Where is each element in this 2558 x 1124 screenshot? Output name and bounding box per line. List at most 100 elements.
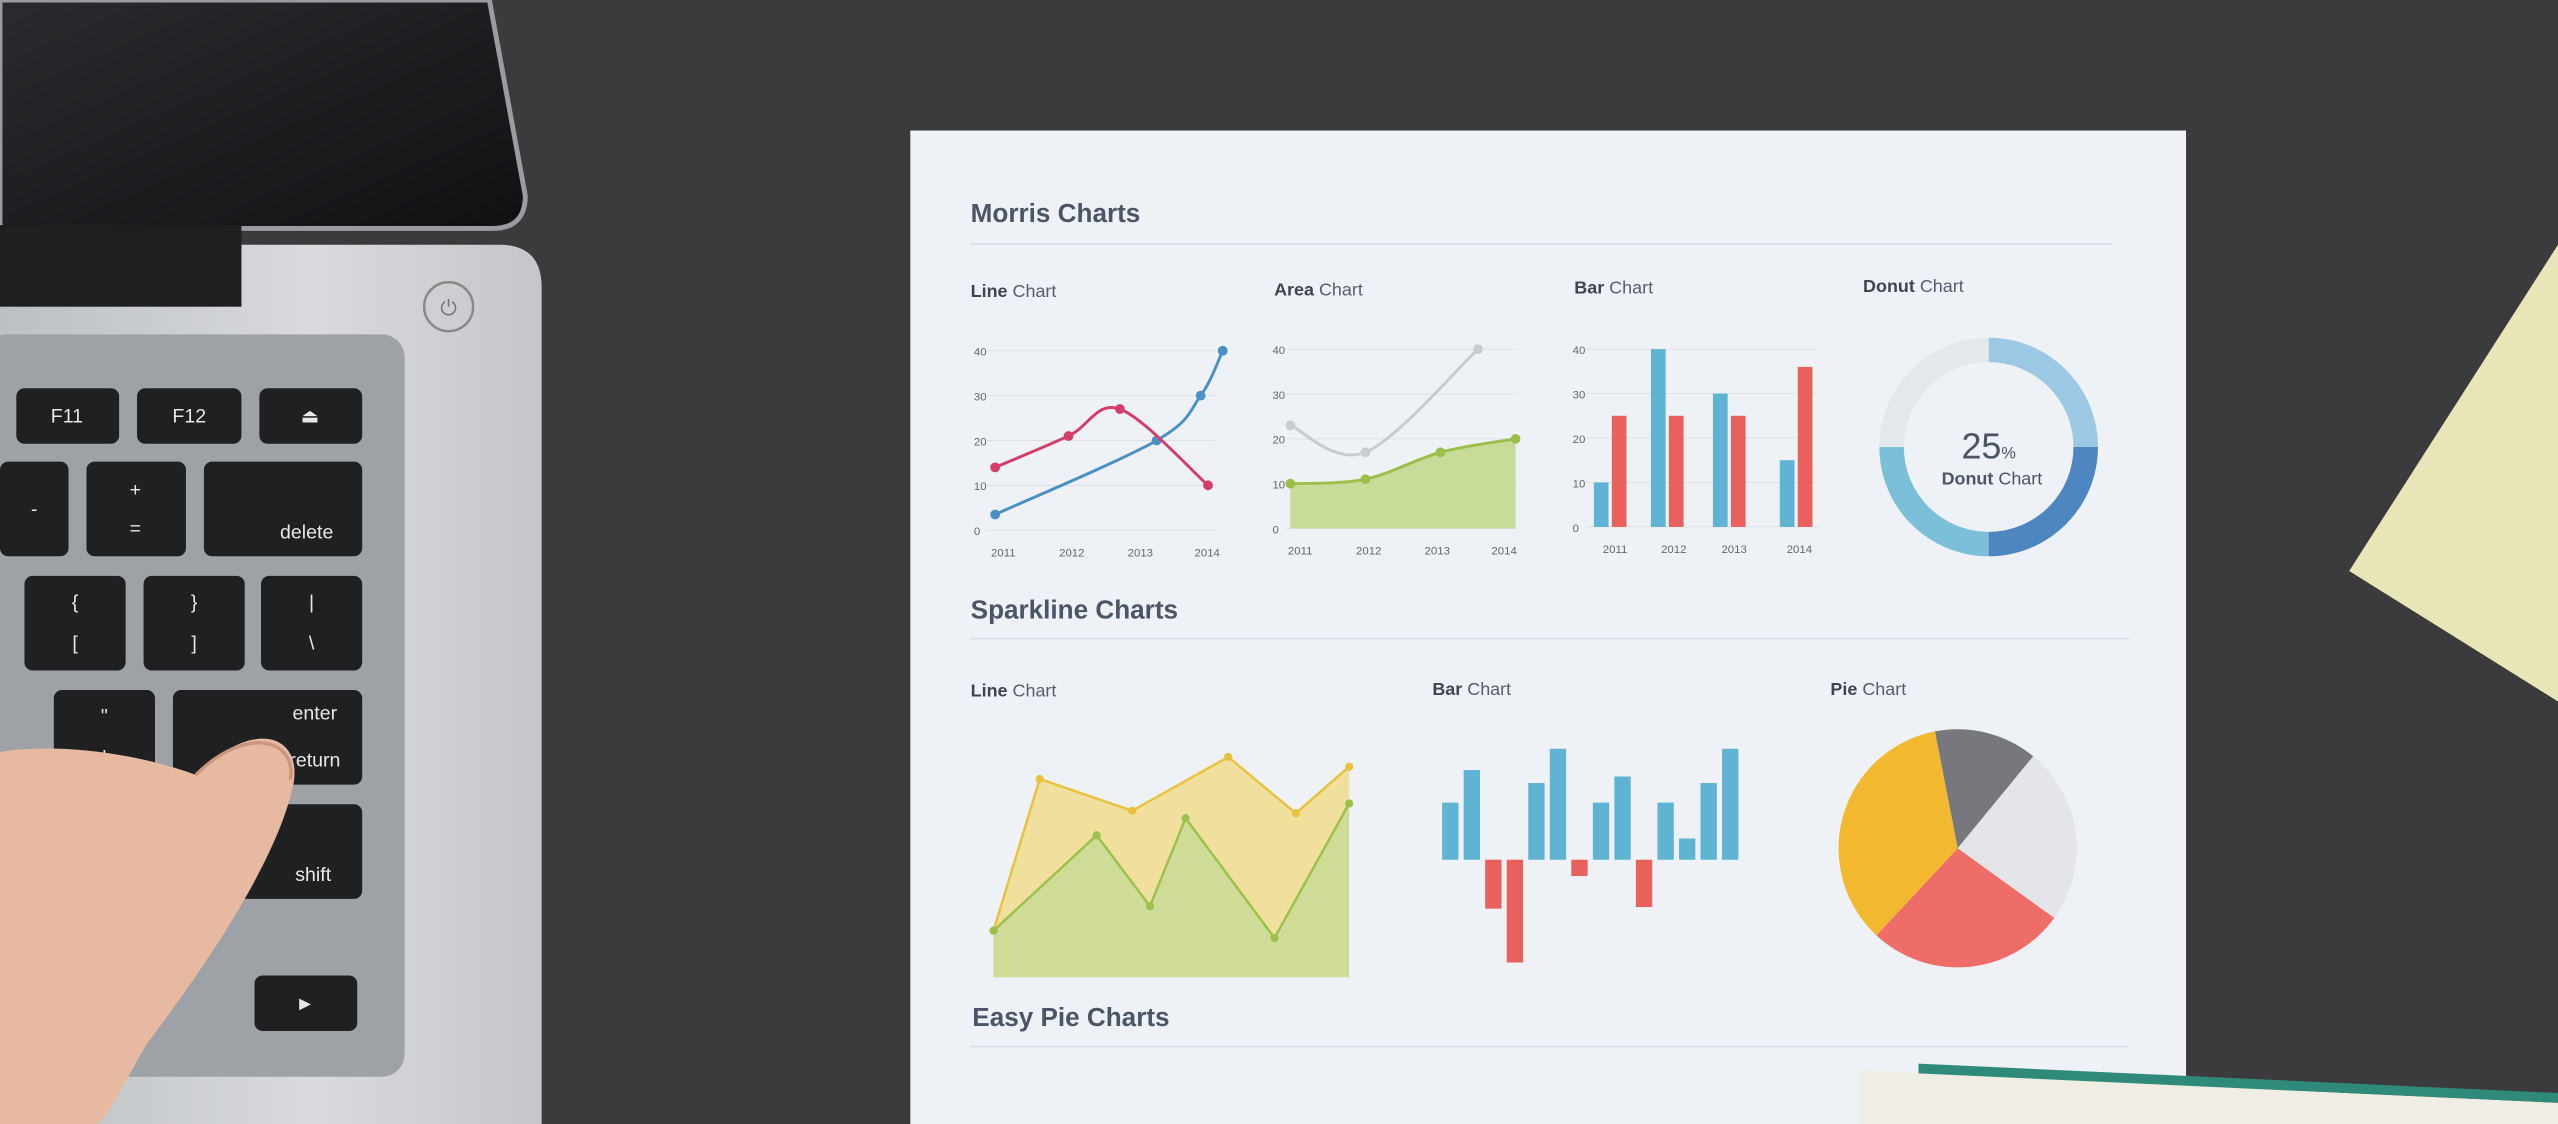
y-tick-label: 10 <box>974 481 987 493</box>
donut-center-value: 25% <box>1961 426 2015 466</box>
key-label: ] <box>191 632 196 654</box>
x-tick-label: 2014 <box>1491 546 1517 558</box>
chart-title-bold: Bar <box>1574 278 1604 298</box>
chart-title-rest: Chart <box>1862 679 1906 699</box>
key-delete[interactable]: delete <box>203 461 363 557</box>
bar <box>1679 838 1696 860</box>
x-tick-label: 2012 <box>1661 544 1686 556</box>
y-tick-label: 0 <box>974 526 980 538</box>
donut-value: 25 <box>1961 426 2001 466</box>
donut-segment <box>1879 337 1989 447</box>
x-tick-label: 2013 <box>1128 547 1153 559</box>
key-bracket-right[interactable]: }] <box>143 575 245 671</box>
series-line <box>1290 437 1516 486</box>
key-label: return <box>289 750 340 772</box>
x-tick-label: 2013 <box>1425 546 1450 558</box>
series-line <box>992 802 1351 941</box>
y-tick-label: 30 <box>1573 389 1586 401</box>
key-equals[interactable]: += <box>86 461 186 557</box>
x-tick-label: 2013 <box>1721 544 1746 556</box>
arrow-right-icon: ► <box>295 993 314 1015</box>
chart-title-bold: Bar <box>1432 679 1462 699</box>
bar <box>1485 859 1502 909</box>
key-backslash[interactable]: |\ <box>261 575 363 671</box>
key-label: delete <box>280 521 333 543</box>
bar <box>1779 460 1795 527</box>
data-point <box>1203 480 1213 491</box>
divider <box>970 1045 2129 1048</box>
chart-title-rest: Chart <box>1920 276 1964 296</box>
data-point <box>1345 762 1354 771</box>
chart-title-rest: Chart <box>1467 679 1511 699</box>
donut-segment <box>1988 446 2098 557</box>
donut-label-bold: Donut <box>1942 469 1994 489</box>
y-tick-label: 10 <box>1573 478 1586 490</box>
chart-title-bold: Line <box>971 681 1008 701</box>
data-point <box>1360 474 1371 485</box>
key-bracket-left[interactable]: {[ <box>24 575 126 671</box>
x-tick-label: 2014 <box>1195 547 1221 559</box>
laptop-hinge <box>0 225 242 307</box>
chart-title: Bar Chart <box>1432 679 1511 699</box>
key-label: = <box>130 518 141 540</box>
bar <box>1528 783 1545 860</box>
key-eject[interactable]: ⏏ <box>259 388 363 444</box>
chart-title-bold: Area <box>1274 279 1315 299</box>
bar <box>1650 349 1666 527</box>
bar <box>1722 748 1739 860</box>
key-label: \ <box>309 632 315 654</box>
donut-segment <box>1988 337 2098 447</box>
notebook <box>1859 1063 2558 1124</box>
donut-segment <box>1879 446 1989 557</box>
x-tick-label: 2011 <box>1288 546 1313 558</box>
power-button-icon[interactable]: ⏻ <box>422 281 475 333</box>
data-point <box>1285 420 1296 431</box>
pie-slice <box>1876 848 2055 968</box>
chart-title: Line Chart <box>971 681 1057 701</box>
data-point <box>1145 902 1155 911</box>
x-tick-label: 2012 <box>1356 546 1381 558</box>
hand <box>0 738 295 1124</box>
area-fill <box>1290 438 1516 529</box>
bar <box>1668 415 1684 527</box>
key-label: F11 <box>51 406 83 428</box>
bar <box>1614 776 1631 860</box>
key-arrow-right[interactable]: ► <box>254 975 358 1032</box>
data-point <box>1063 431 1074 441</box>
data-point <box>1291 809 1300 818</box>
chart-title-rest: Chart <box>1319 279 1363 299</box>
data-point <box>990 462 1001 473</box>
y-tick-label: 20 <box>1272 435 1285 447</box>
key-minus[interactable]: - <box>0 461 69 557</box>
section-title-morris: Morris Charts <box>971 198 1141 228</box>
bar <box>1611 415 1627 527</box>
bar <box>1712 393 1728 527</box>
divider <box>970 243 2113 245</box>
key-label: shift <box>295 864 331 886</box>
y-tick-label: 40 <box>1573 345 1586 357</box>
key-label: [ <box>72 632 78 654</box>
chart-title: Line Chart <box>971 281 1057 301</box>
bar <box>1593 482 1609 527</box>
y-tick-label: 30 <box>974 391 987 403</box>
x-tick-label: 2011 <box>1603 544 1628 556</box>
data-point <box>1360 447 1371 458</box>
y-tick-label: 40 <box>1272 345 1285 357</box>
data-point <box>1195 390 1206 401</box>
pie-slice <box>1838 731 1958 936</box>
donut-unit: % <box>2001 444 2016 462</box>
section-title-easy-pie: Easy Pie Charts <box>972 1002 1169 1032</box>
data-point <box>1224 752 1233 762</box>
chart-title: Area Chart <box>1274 279 1363 299</box>
key-f12[interactable]: F12 <box>137 388 242 444</box>
sticky-note <box>2349 244 2558 702</box>
donut-center-label: Donut Chart <box>1942 469 2043 489</box>
area-fill <box>993 803 1350 978</box>
key-f11[interactable]: F11 <box>16 388 120 444</box>
key-label: { <box>72 591 79 613</box>
y-tick-label: 30 <box>1272 390 1285 402</box>
chart-title: Donut Chart <box>1863 276 1964 296</box>
x-tick-label: 2011 <box>991 547 1016 559</box>
series-line <box>992 755 1350 932</box>
